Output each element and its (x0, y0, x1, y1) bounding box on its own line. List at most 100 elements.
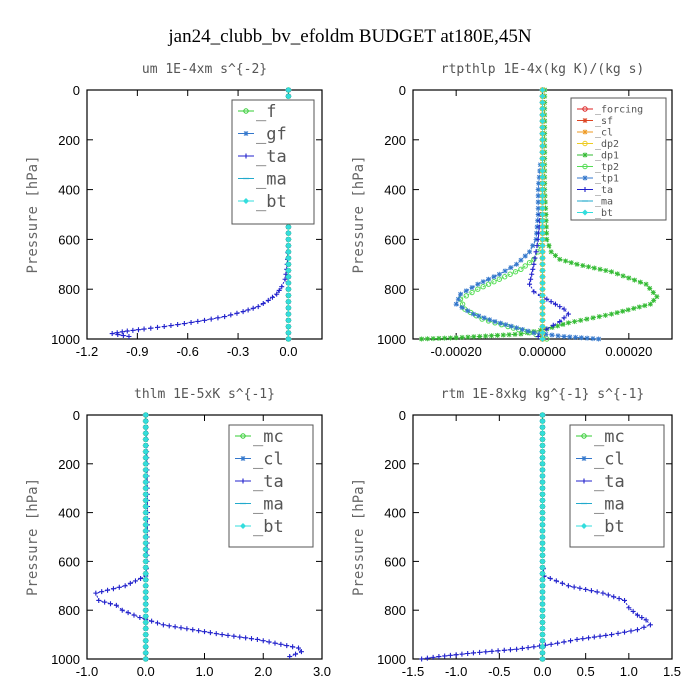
y-tick-label: 200 (58, 457, 80, 472)
chart-point-p0-s2-41 (240, 309, 246, 315)
chart-point-p3-s4-9 (539, 466, 546, 473)
chart-point-p0-s4-1 (285, 93, 292, 100)
chart-point-p2-s2-49 (172, 624, 178, 630)
y-tick-label: 1000 (51, 652, 80, 667)
chart-point-p3-s4-32 (539, 607, 546, 614)
chart-point-p3-s2-76 (465, 651, 471, 657)
y-axis-label: Pressure [hPa] (351, 155, 367, 273)
chart-point-p3-s2-47 (641, 624, 647, 630)
chart-point-p1-s9-36 (539, 311, 546, 318)
series-bt (142, 412, 149, 662)
y-tick-label: 200 (384, 457, 406, 472)
chart-point-p1-s6-53 (590, 336, 596, 342)
chart-point-p1-s7-7 (532, 255, 538, 261)
chart-point-p1-s4-65 (549, 324, 555, 330)
chart-point-p1-s7-6 (533, 249, 539, 255)
chart-point-p1-slegend7-0 (582, 187, 588, 192)
chart-point-p3-s4-30 (539, 595, 546, 601)
chart-point-p0-s4-33 (285, 292, 292, 299)
legend-label: _ta (256, 147, 287, 167)
chart-point-p2-s2-27 (138, 575, 144, 581)
chart-point-p1-s6-13 (530, 243, 536, 249)
chart-point-p0-s2-55 (148, 325, 154, 331)
chart-point-p0-s2-47 (202, 317, 207, 323)
chart-point-p1-s9-40 (539, 336, 546, 342)
chart-point-p2-s4-12 (142, 485, 149, 492)
chart-point-p1-s4-53 (620, 308, 626, 314)
chart-point-p0-s2-35 (269, 294, 275, 300)
chart-point-p2-s4-16 (142, 509, 149, 516)
chart-point-p2-s2-72 (293, 651, 299, 657)
chart-point-p1-s6-37 (497, 320, 503, 326)
chart-point-p1-s7-18 (557, 304, 563, 310)
chart-point-p1-s5-34 (496, 276, 503, 282)
chart-point-p1-s9-12 (539, 161, 546, 168)
chart-point-p3-s4-17 (539, 515, 546, 522)
chart-point-p0-s2-34 (274, 291, 280, 297)
chart-point-p1-slegend1-0 (582, 118, 588, 123)
chart-point-p2-s2-40 (119, 607, 125, 613)
chart-point-p3-s4-31 (539, 601, 546, 608)
chart-point-p1-s6-22 (486, 276, 492, 282)
chart-point-p3-s4-15 (539, 503, 546, 510)
chart-point-p1-s6-23 (480, 279, 486, 285)
chart-point-p0-s4-40 (285, 336, 292, 342)
chart-point-p1-s4-45 (650, 290, 656, 296)
chart-point-p2-s4-26 (142, 570, 149, 577)
chart-point-p1-s4-34 (591, 265, 597, 271)
chart-point-p1-s4-21 (543, 218, 549, 224)
chart-point-p1-s9-25 (539, 242, 546, 249)
legend-label: _tp2 (595, 162, 619, 173)
chart-point-p3-s4-2 (539, 424, 546, 431)
panel-4: rtm 1E-8xkg kg^{-1} s^{-1} Pressure [hPa]… (351, 387, 681, 679)
chart-point-p2-s2-65 (266, 639, 272, 645)
chart-point-p1-s4-40 (626, 275, 632, 281)
chart-point-p1-s6-32 (470, 311, 476, 317)
chart-point-p1-s7-8 (531, 261, 537, 267)
chart-point-p0-s4-26 (285, 248, 292, 255)
chart-point-p2-s2-56 (213, 631, 219, 637)
x-tick-label: 1.0 (620, 664, 638, 679)
chart-point-p3-s4-5 (539, 442, 546, 449)
chart-point-p1-s6-40 (514, 325, 520, 331)
chart-point-p1-s9-24 (539, 236, 546, 243)
chart-point-p2-s2-41 (125, 610, 131, 616)
chart-point-p1-s7-15 (544, 296, 550, 302)
chart-point-p1-s5-40 (463, 293, 469, 299)
chart-point-p1-s4-80 (459, 334, 465, 340)
chart-point-p2-s4-23 (142, 552, 149, 559)
y-tick-label: 400 (384, 183, 406, 198)
chart-point-p3-s2-79 (447, 652, 453, 658)
chart-point-p1-s5-27 (531, 256, 537, 263)
chart-point-p1-s4-83 (442, 335, 448, 341)
chart-point-p3-s2-62 (548, 641, 554, 647)
x-tick-label: 0.0 (279, 344, 297, 359)
chart-point-p2-s4-30 (142, 595, 149, 601)
x-tick-label: -0.5 (488, 664, 510, 679)
chart-point-p1-s9-23 (539, 230, 546, 237)
chart-point-p3-s2-81 (436, 654, 442, 660)
chart-point-p1-s4-36 (603, 268, 609, 274)
chart-point-p2-s4-17 (142, 515, 149, 522)
chart-point-p2-s2-69 (290, 644, 296, 650)
chart-point-p1-s5-28 (526, 259, 533, 266)
chart-point-p0-s2-32 (279, 284, 285, 290)
chart-point-p0-s2-64 (120, 333, 126, 339)
chart-point-p0-s2-49 (188, 319, 194, 325)
chart-point-p2-s4-20 (142, 534, 149, 540)
chart-point-p2-s4-25 (142, 564, 149, 571)
chart-point-p1-s4-75 (488, 333, 494, 339)
chart-point-p3-s4-37 (539, 637, 546, 644)
y-axis-label: Pressure [hPa] (25, 155, 41, 273)
chart-point-p2-slegend4-0 (240, 523, 246, 529)
chart-point-p3-s2-72 (489, 648, 495, 654)
chart-point-p1-s7-19 (561, 306, 567, 312)
chart-point-p1-s6-54 (596, 336, 602, 342)
chart-point-p1-s4-59 (584, 316, 590, 322)
x-tick-label: 1.5 (663, 664, 681, 679)
legend-label: _sf (595, 116, 613, 127)
chart-point-p2-s4-28 (142, 582, 149, 589)
legend-label: _dp1 (595, 151, 619, 162)
chart-point-p0-s2-33 (276, 287, 282, 293)
chart-point-p1-s9-33 (539, 292, 546, 299)
